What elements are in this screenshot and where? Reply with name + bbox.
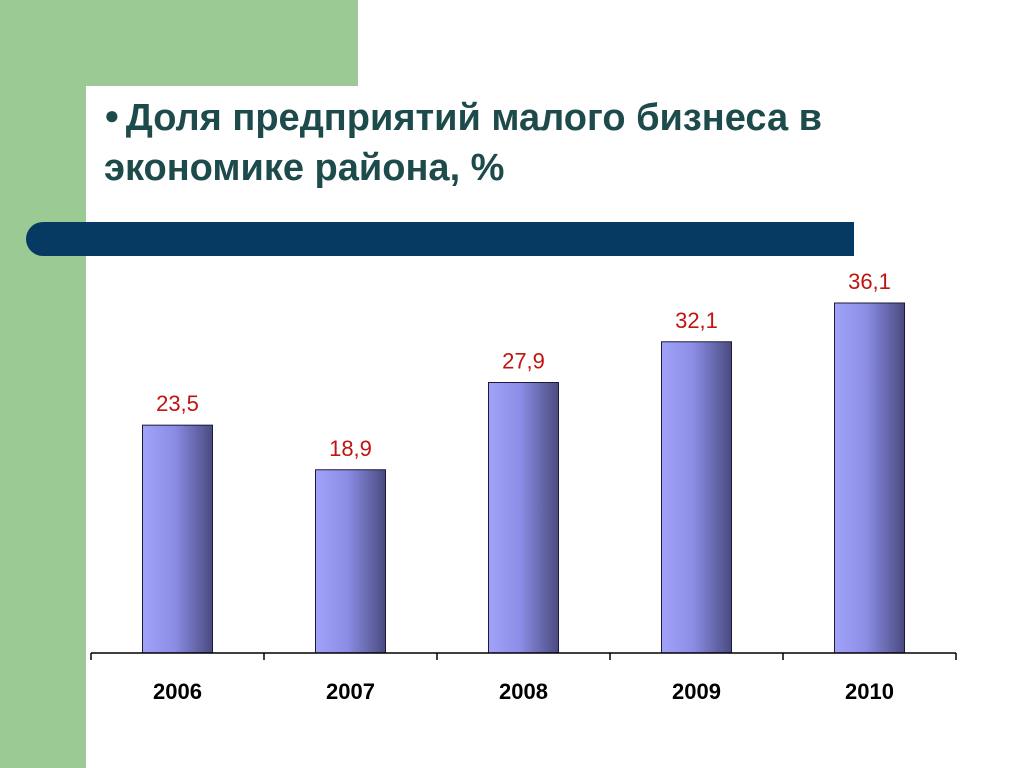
value-label-2006: 23,5 bbox=[156, 391, 199, 416]
header-divider-bar bbox=[26, 222, 854, 256]
green-side-band bbox=[0, 0, 86, 768]
title-bullet: ● bbox=[104, 100, 120, 130]
bar-2006 bbox=[142, 424, 213, 654]
x-tick-label-2008: 2008 bbox=[499, 679, 548, 704]
slide-title: ● Доля предприятий малого бизнеса в эконо… bbox=[104, 90, 904, 193]
value-label-2007: 18,9 bbox=[329, 436, 372, 461]
value-label-2010: 36,1 bbox=[848, 269, 891, 294]
bar-2007 bbox=[315, 469, 386, 654]
green-top-band bbox=[0, 0, 358, 86]
bar-2009 bbox=[661, 341, 732, 654]
value-label-2009: 32,1 bbox=[675, 308, 718, 333]
title-text: Доля предприятий малого бизнеса в эконом… bbox=[104, 97, 823, 189]
x-tick-label-2009: 2009 bbox=[672, 679, 721, 704]
x-tick-label-2010: 2010 bbox=[845, 679, 894, 704]
x-tick-label-2007: 2007 bbox=[326, 679, 375, 704]
bar-2010 bbox=[834, 302, 905, 654]
x-tick-label-2006: 2006 bbox=[153, 679, 202, 704]
value-label-2008: 27,9 bbox=[502, 349, 545, 374]
bar-2008 bbox=[488, 382, 559, 654]
title-background bbox=[86, 86, 1024, 216]
